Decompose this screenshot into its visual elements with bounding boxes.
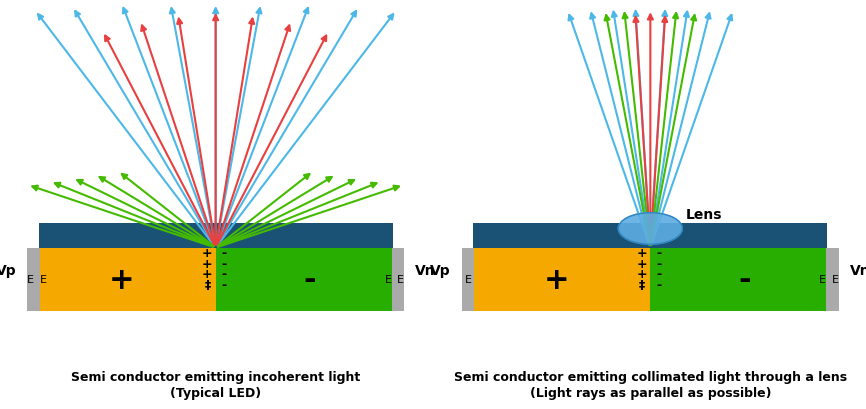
Ellipse shape [618, 213, 682, 245]
Text: (Light rays as parallel as possible): (Light rays as parallel as possible) [530, 386, 771, 399]
Bar [39, 248, 216, 311]
Bar [474, 224, 827, 248]
Text: -: - [222, 247, 227, 260]
Text: -: - [222, 268, 227, 281]
Text: E: E [819, 274, 826, 284]
Text: +: + [637, 257, 648, 270]
Text: Vn: Vn [850, 264, 866, 278]
Text: Vn: Vn [415, 264, 436, 278]
Text: E: E [27, 274, 34, 284]
Text: E: E [465, 274, 472, 284]
Text: Vp: Vp [430, 264, 451, 278]
Text: +: + [202, 257, 213, 270]
Text: -: - [222, 257, 227, 270]
Text: -: - [656, 247, 661, 260]
Text: +: + [109, 265, 134, 294]
Text: -: - [222, 278, 227, 291]
Bar [39, 224, 392, 248]
Text: Vp: Vp [0, 264, 16, 278]
Text: +: + [637, 247, 648, 260]
Text: +: + [202, 247, 213, 260]
Text: -: - [303, 265, 316, 294]
Bar [474, 248, 650, 311]
Text: -: - [656, 278, 661, 291]
Text: +: + [202, 268, 213, 281]
Text: Semi conductor emitting collimated light through a lens: Semi conductor emitting collimated light… [454, 370, 847, 383]
Bar [216, 248, 392, 311]
Bar [28, 248, 40, 311]
Text: -: - [656, 257, 661, 270]
Bar [826, 248, 838, 311]
Text: E: E [397, 274, 404, 284]
Text: E: E [40, 274, 47, 284]
Text: Semi conductor emitting incoherent light: Semi conductor emitting incoherent light [71, 370, 360, 383]
Text: ‡: ‡ [639, 278, 645, 291]
Text: -: - [656, 268, 661, 281]
Text: E: E [832, 274, 839, 284]
Text: Lens: Lens [686, 208, 722, 222]
Text: ‡: ‡ [204, 278, 210, 291]
Text: +: + [544, 265, 569, 294]
Text: (Typical LED): (Typical LED) [170, 386, 262, 399]
Bar [650, 248, 827, 311]
Text: E: E [385, 274, 391, 284]
Bar [462, 248, 475, 311]
Text: -: - [738, 265, 751, 294]
Text: +: + [637, 268, 648, 281]
Bar [391, 248, 404, 311]
